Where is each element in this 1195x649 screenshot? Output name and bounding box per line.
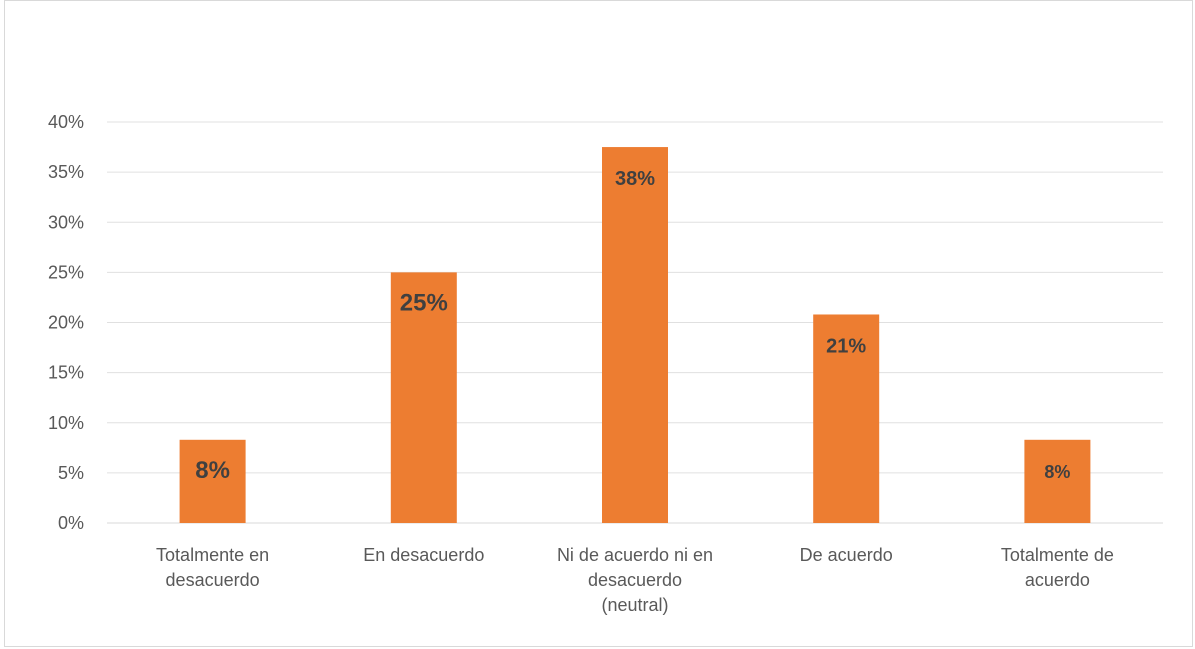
x-category-label: acuerdo xyxy=(1025,570,1090,590)
data-label: 21% xyxy=(826,335,866,357)
data-label: 8% xyxy=(195,457,230,484)
bar xyxy=(813,314,880,523)
x-category-label: (neutral) xyxy=(601,595,668,615)
x-category-label: desacuerdo xyxy=(588,570,682,590)
x-category-label: De acuerdo xyxy=(800,545,893,565)
y-tick-label: 0% xyxy=(58,513,84,533)
y-tick-label: 5% xyxy=(58,463,84,483)
y-tick-label: 15% xyxy=(48,363,84,383)
data-label: 25% xyxy=(400,289,448,316)
bar xyxy=(390,272,457,523)
x-category-label: Totalmente en xyxy=(156,545,269,565)
x-category-label: En desacuerdo xyxy=(363,545,484,565)
bar xyxy=(1024,439,1091,523)
x-category-label: Ni de acuerdo ni en xyxy=(557,545,713,565)
y-tick-label: 35% xyxy=(48,162,84,182)
data-label: 8% xyxy=(1044,462,1070,482)
y-tick-label: 40% xyxy=(48,112,84,132)
x-category-label: desacuerdo xyxy=(166,570,260,590)
chart-frame xyxy=(4,0,1193,647)
y-tick-label: 25% xyxy=(48,262,84,282)
y-tick-label: 10% xyxy=(48,413,84,433)
bar xyxy=(602,147,668,523)
x-category-label: Totalmente de xyxy=(1001,545,1114,565)
y-tick-label: 20% xyxy=(48,313,84,333)
y-tick-label: 30% xyxy=(48,212,84,232)
bar xyxy=(179,439,246,523)
data-label: 38% xyxy=(615,168,655,190)
